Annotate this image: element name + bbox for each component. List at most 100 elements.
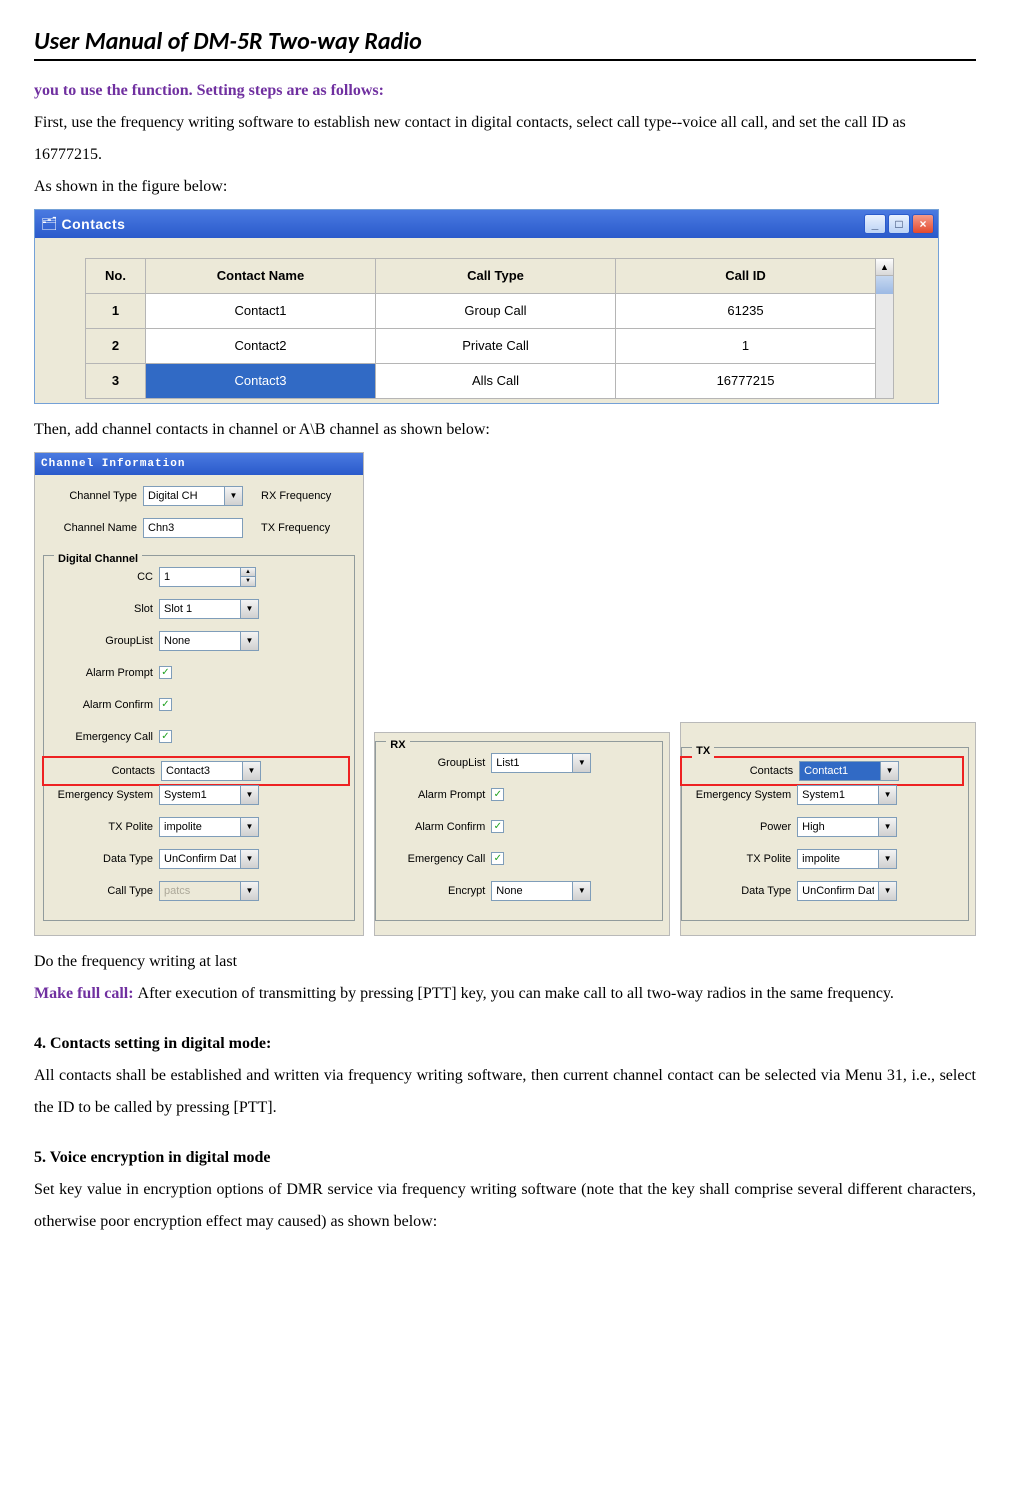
heading-5: 5. Voice encryption in digital mode bbox=[34, 1142, 976, 1174]
close-button[interactable]: × bbox=[912, 214, 934, 234]
chevron-down-icon[interactable]: ▼ bbox=[880, 762, 898, 780]
grouplist-label: GroupList bbox=[44, 630, 159, 652]
chevron-down-icon[interactable]: ▼ bbox=[240, 600, 258, 618]
tx-datatype-select[interactable]: ▼ bbox=[797, 881, 897, 901]
paragraph-4: Do the frequency writing at last bbox=[34, 946, 976, 978]
lead-line: you to use the function. Setting steps a… bbox=[34, 75, 976, 107]
channel-type-select[interactable]: ▼ bbox=[143, 486, 243, 506]
paragraph-2: As shown in the figure below: bbox=[34, 171, 976, 203]
scroll-thumb[interactable] bbox=[876, 276, 893, 294]
chevron-down-icon[interactable]: ▼ bbox=[878, 818, 896, 836]
contacts-row-highlight: Contacts ▼ bbox=[42, 756, 350, 786]
tx-power-select[interactable]: ▼ bbox=[797, 817, 897, 837]
txpolite-label: TX Polite bbox=[44, 816, 159, 838]
scroll-up-icon[interactable]: ▲ bbox=[876, 259, 893, 276]
maximize-button[interactable]: □ bbox=[888, 214, 910, 234]
contacts-table[interactable]: No. Contact Name Call Type Call ID 1 Con… bbox=[85, 258, 876, 399]
spin-down-icon[interactable]: ▼ bbox=[240, 577, 255, 586]
tx-polite-select[interactable]: ▼ bbox=[797, 849, 897, 869]
alarm-confirm-label: Alarm Confirm bbox=[44, 694, 159, 716]
emergency-call-checkbox[interactable]: ✓ bbox=[159, 730, 172, 743]
channel-panels: Channel Information Channel Type ▼ RX Fr… bbox=[34, 452, 976, 936]
contacts-titlebar[interactable]: 🗂 Contacts _ □ × bbox=[35, 210, 938, 238]
emergency-call-label: Emergency Call bbox=[44, 726, 159, 748]
cell-type: Private Call bbox=[376, 328, 616, 363]
chevron-down-icon[interactable]: ▼ bbox=[878, 850, 896, 868]
alarm-prompt-checkbox[interactable]: ✓ bbox=[159, 666, 172, 679]
alarm-prompt-label: Alarm Prompt bbox=[44, 662, 159, 684]
chevron-down-icon[interactable]: ▼ bbox=[572, 754, 590, 772]
tx-power-label: Power bbox=[682, 816, 797, 838]
channel-info-titlebar[interactable]: Channel Information bbox=[35, 453, 363, 475]
table-row[interactable]: 3 Contact3 Alls Call 16777215 bbox=[86, 363, 876, 398]
paragraph-1: First, use the frequency writing softwar… bbox=[34, 107, 976, 171]
make-full-call-label: Make full call: bbox=[34, 985, 138, 1002]
chevron-down-icon[interactable]: ▼ bbox=[878, 882, 896, 900]
col-name: Contact Name bbox=[146, 258, 376, 293]
table-row[interactable]: 2 Contact2 Private Call 1 bbox=[86, 328, 876, 363]
cell-id: 16777215 bbox=[616, 363, 876, 398]
cell-type: Group Call bbox=[376, 293, 616, 328]
channel-name-label: Channel Name bbox=[43, 517, 143, 539]
rx-alarm-confirm-checkbox[interactable]: ✓ bbox=[491, 820, 504, 833]
datatype-label: Data Type bbox=[44, 848, 159, 870]
chevron-down-icon[interactable]: ▼ bbox=[242, 762, 260, 780]
slot-select[interactable]: ▼ bbox=[159, 599, 259, 619]
scrollbar[interactable]: ▲ bbox=[876, 258, 894, 399]
rx-encrypt-label: Encrypt bbox=[376, 880, 491, 902]
cell-no: 3 bbox=[86, 363, 146, 398]
grouplist-select[interactable]: ▼ bbox=[159, 631, 259, 651]
make-full-call-text: After execution of transmitting by press… bbox=[138, 985, 894, 1002]
emsys-select[interactable]: ▼ bbox=[159, 785, 259, 805]
calltype-label: Call Type bbox=[44, 880, 159, 902]
chevron-down-icon[interactable]: ▼ bbox=[240, 818, 258, 836]
tx-polite-label: TX Polite bbox=[682, 848, 797, 870]
txpolite-select[interactable]: ▼ bbox=[159, 817, 259, 837]
calltype-select: ▼ bbox=[159, 881, 259, 901]
rx-freq-label: RX Frequency bbox=[261, 485, 331, 507]
rx-emergency-checkbox[interactable]: ✓ bbox=[491, 852, 504, 865]
spin-up-icon[interactable]: ▲ bbox=[240, 568, 255, 577]
cc-spinner[interactable]: ▲▼ bbox=[159, 567, 256, 587]
tx-contacts-select[interactable]: ▼ bbox=[799, 761, 899, 781]
rx-alarm-prompt-checkbox[interactable]: ✓ bbox=[491, 788, 504, 801]
rx-emergency-label: Emergency Call bbox=[376, 848, 491, 870]
slot-label: Slot bbox=[44, 598, 159, 620]
cell-name: Contact2 bbox=[146, 328, 376, 363]
alarm-confirm-checkbox[interactable]: ✓ bbox=[159, 698, 172, 711]
channel-type-label: Channel Type bbox=[43, 485, 143, 507]
chevron-down-icon[interactable]: ▼ bbox=[240, 850, 258, 868]
datatype-select[interactable]: ▼ bbox=[159, 849, 259, 869]
col-no: No. bbox=[86, 258, 146, 293]
chevron-down-icon[interactable]: ▼ bbox=[240, 632, 258, 650]
tx-datatype-label: Data Type bbox=[682, 880, 797, 902]
cell-type: Alls Call bbox=[376, 363, 616, 398]
digital-channel-fieldset: Digital Channel CC ▲▼ Slot ▼ GroupList ▼… bbox=[43, 555, 355, 921]
contacts-select[interactable]: ▼ bbox=[161, 761, 261, 781]
tx-contacts-highlight: Contacts ▼ bbox=[680, 756, 964, 786]
contacts-window: 🗂 Contacts _ □ × No. Contact Name Call T… bbox=[34, 209, 939, 404]
tx-legend: TX bbox=[692, 740, 714, 762]
channel-info-window: Channel Information Channel Type ▼ RX Fr… bbox=[34, 452, 364, 936]
col-id: Call ID bbox=[616, 258, 876, 293]
rx-grouplist-select[interactable]: ▼ bbox=[491, 753, 591, 773]
channel-name-input[interactable] bbox=[143, 518, 243, 538]
chevron-down-icon[interactable]: ▼ bbox=[224, 487, 242, 505]
col-type: Call Type bbox=[376, 258, 616, 293]
paragraph-6: All contacts shall be established and wr… bbox=[34, 1060, 976, 1124]
scroll-track[interactable] bbox=[876, 294, 893, 398]
table-row[interactable]: 1 Contact1 Group Call 61235 bbox=[86, 293, 876, 328]
minimize-button[interactable]: _ bbox=[864, 214, 886, 234]
chevron-down-icon: ▼ bbox=[240, 882, 258, 900]
chevron-down-icon[interactable]: ▼ bbox=[878, 786, 896, 804]
paragraph-5: Make full call: After execution of trans… bbox=[34, 978, 976, 1010]
window-icon: 🗂 bbox=[41, 211, 58, 237]
cell-no: 1 bbox=[86, 293, 146, 328]
chevron-down-icon[interactable]: ▼ bbox=[572, 882, 590, 900]
rx-alarm-confirm-label: Alarm Confirm bbox=[376, 816, 491, 838]
cell-no: 2 bbox=[86, 328, 146, 363]
channel-info-title: Channel Information bbox=[41, 453, 185, 475]
tx-emsys-select[interactable]: ▼ bbox=[797, 785, 897, 805]
chevron-down-icon[interactable]: ▼ bbox=[240, 786, 258, 804]
rx-encrypt-select[interactable]: ▼ bbox=[491, 881, 591, 901]
